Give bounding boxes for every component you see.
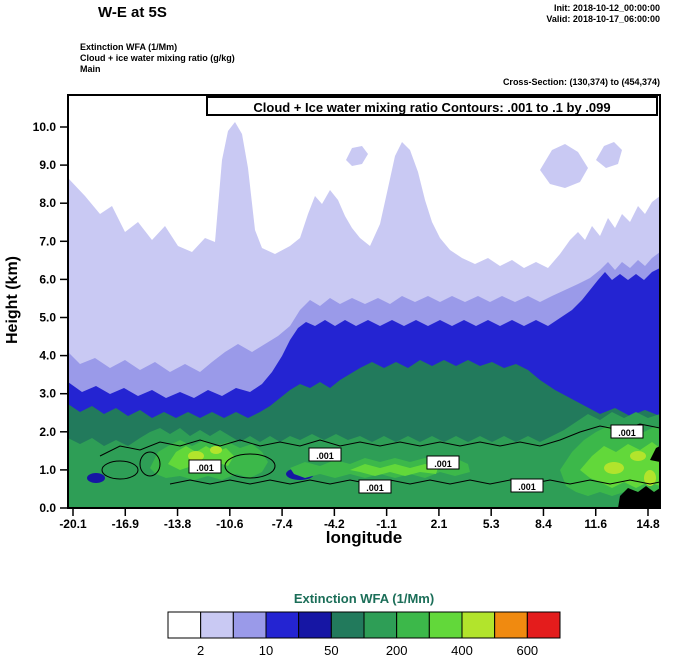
plot-frame: [67, 94, 661, 509]
colorbar-tick-label: 50: [324, 643, 338, 658]
x-tick-label: 8.4: [535, 517, 552, 531]
field-spot-yellowgreen: [644, 470, 656, 486]
y-tick-label: 8.0: [39, 196, 56, 210]
y-tick-label: 0.0: [39, 501, 56, 515]
x-tick-label: -7.4: [272, 517, 293, 531]
field-island-lavender: [346, 146, 368, 166]
colorbar-cell: [363, 611, 398, 639]
contour-label-box: [188, 459, 222, 474]
colorbar-cell: [200, 611, 234, 639]
layer-list: Extinction WFA (1/Mm) Cloud + ice water …: [80, 42, 235, 75]
contour-note: Cloud + Ice water mixing ratio Contours:…: [206, 96, 658, 116]
plot-graphic: [99, 423, 660, 457]
x-axis-label: longitude: [325, 528, 403, 547]
field-blob-brightgreen: [350, 464, 438, 476]
plot-graphic: [169, 479, 660, 485]
y-tick-label: 3.0: [39, 387, 56, 401]
y-tick-label: 1.0: [39, 463, 56, 477]
y-tick-label: 4.0: [39, 349, 56, 363]
colorbar-title: Extinction WFA (1/Mm): [293, 591, 435, 606]
x-tick-label: 11.6: [584, 517, 607, 531]
contour-label-box: [308, 447, 342, 462]
plot-graphic: [224, 453, 276, 479]
contour-label-box: [610, 424, 644, 439]
plot-graphic: [101, 460, 139, 480]
y-tick-label: 5.0: [39, 311, 56, 325]
colorbar-cell: [428, 611, 463, 639]
field-spot-yellowgreen: [604, 462, 624, 474]
contour-label-box: [510, 478, 544, 493]
init-time: Init: 2018-10-12_00:00:00: [553, 3, 660, 13]
colorbar-cell: [396, 611, 430, 639]
x-tick-label: -13.8: [164, 517, 192, 531]
x-tick-label: -1.1: [376, 517, 397, 531]
contour-label-box: [426, 455, 460, 470]
layer-extinction: Extinction WFA (1/Mm): [80, 42, 178, 52]
x-tick-label: -16.9: [112, 517, 140, 531]
colorbar-tick-label: 200: [386, 643, 408, 658]
x-tick-label: 5.3: [483, 517, 500, 531]
field-island-lavender: [596, 142, 622, 168]
field-spot-navy: [87, 473, 105, 483]
colorbar-tick-label: 600: [516, 643, 538, 658]
field-island-lavender: [540, 144, 588, 188]
colorbar-tick-label: 10: [259, 643, 273, 658]
y-tick-label: 6.0: [39, 272, 56, 286]
colorbar-cell: [232, 611, 267, 639]
contour-label-text: .001: [434, 459, 452, 469]
page-title: W-E at 5S: [98, 4, 167, 21]
contour-label-text: .001: [518, 482, 536, 492]
contour-label-text: .001: [618, 428, 636, 438]
contour-label-text: .001: [366, 483, 384, 493]
x-axis-ticks: -20.1 -16.9 -13.8 -10.6 -7.4 -4.2 -1.1 2.1 5.3 8.…: [59, 508, 660, 531]
x-tick-label: -4.2: [324, 517, 345, 531]
y-tick-label: 10.0: [33, 120, 57, 134]
field-spot-yellowgreen: [188, 451, 204, 461]
x-tick-label: 14.8: [636, 517, 660, 531]
layer-main: Main: [80, 64, 101, 74]
field-spot-yellowgreen: [630, 451, 646, 461]
colorbar-cell: [167, 611, 202, 639]
plot-graphic: [139, 451, 161, 477]
contour-label-box: [358, 479, 392, 494]
y-axis-ticks: 0.0 1.0 2.0 3.0 4.0 5.0 6.0 7.0 8.0 9.0 10.0: [33, 120, 68, 515]
contour-value-labels: .001 .001 .001 .001 .001 .001: [188, 424, 644, 494]
cross-section-coords: Cross-Section: (130,374) to (454,374): [502, 77, 660, 87]
colorbar-cell: [298, 611, 332, 639]
colorbar-cell: [494, 611, 528, 639]
field-spot-yellowgreen: [210, 446, 222, 454]
colorbar-cell: [265, 611, 300, 639]
y-tick-label: 9.0: [39, 158, 56, 172]
filled-contour-field: [68, 95, 660, 508]
x-tick-label: -20.1: [59, 517, 87, 531]
mixing-ratio-contours: [99, 423, 660, 485]
run-time-block: Init: 2018-10-12_00:00:00 Valid: 2018-10…: [546, 3, 660, 25]
colorbar: 2 10 50 200 400 600: [167, 611, 561, 658]
y-tick-label: 7.0: [39, 234, 56, 248]
colorbar-tick-label: 400: [451, 643, 473, 658]
contour-label-text: .001: [196, 463, 214, 473]
colorbar-cell: [526, 611, 561, 639]
y-tick-label: 2.0: [39, 425, 56, 439]
x-tick-label: -10.6: [216, 517, 244, 531]
colorbar-cell: [330, 611, 365, 639]
layer-mixing-ratio: Cloud + ice water mixing ratio (g/kg): [80, 53, 235, 63]
colorbar-cell: [461, 611, 496, 639]
colorbar-tick-label: 2: [197, 643, 204, 658]
x-tick-label: 2.1: [431, 517, 448, 531]
valid-time: Valid: 2018-10-17_06:00:00: [546, 14, 660, 24]
field-terrain-black: [650, 446, 660, 462]
contour-label-text: .001: [316, 451, 334, 461]
field-terrain-black: [618, 486, 660, 508]
